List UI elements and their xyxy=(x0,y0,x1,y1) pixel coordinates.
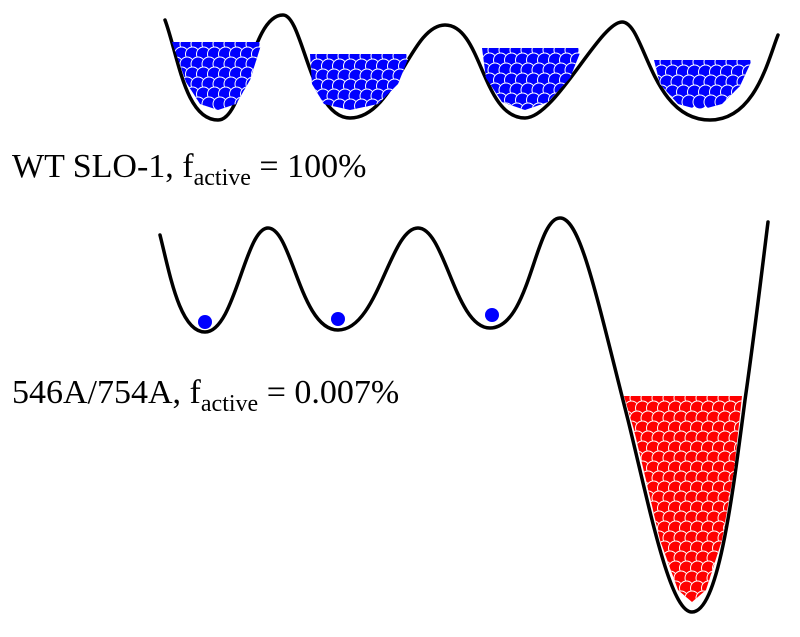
wt-well-4-conformers xyxy=(654,60,752,110)
mutant-label-suffix: = 0.007% xyxy=(258,374,399,411)
mutant-well-2-conformer xyxy=(331,312,345,326)
conformer-dot xyxy=(742,64,752,80)
conformer-dot xyxy=(172,96,184,110)
conformer-dot xyxy=(640,590,656,602)
conformer-dot xyxy=(640,530,656,546)
conformer-dot xyxy=(654,94,664,110)
conformer-dot xyxy=(629,590,645,602)
conformer-dot xyxy=(734,520,742,536)
conformer-dot xyxy=(728,510,742,526)
conformer-dot xyxy=(717,570,733,586)
conformer-dot xyxy=(172,76,184,92)
wt-label: WT SLO-1, factive = 100% xyxy=(12,148,366,191)
conformer-dot xyxy=(624,450,634,466)
conformer-dot xyxy=(624,570,634,586)
mutant-well-1-conformer xyxy=(198,315,212,329)
conformer-dot xyxy=(629,510,645,526)
conformer-dot xyxy=(734,580,742,596)
conformer-dot xyxy=(570,92,582,108)
conformer-dot xyxy=(728,570,742,586)
conformer-dot xyxy=(624,530,634,546)
wt-label-prefix: WT SLO-1, f xyxy=(12,148,194,185)
conformer-dot xyxy=(624,560,639,576)
conformer-dot xyxy=(234,96,250,110)
wt-label-subscript: active xyxy=(194,165,251,191)
conformer-dot xyxy=(728,590,742,602)
conformer-dot xyxy=(728,530,742,546)
conformer-dot xyxy=(310,98,325,110)
conformer-dot xyxy=(731,84,746,100)
conformer-dot xyxy=(635,560,650,576)
conformer-dot xyxy=(624,550,634,566)
conformer-dot xyxy=(398,98,410,110)
conformer-dot xyxy=(646,580,661,596)
conformer-dot xyxy=(651,570,667,586)
conformer-dot xyxy=(387,98,402,110)
conformer-dot xyxy=(723,560,738,576)
conformer-dot xyxy=(520,102,536,110)
conformer-dot xyxy=(624,590,634,602)
conformer-dot xyxy=(553,102,569,110)
conformer-dot xyxy=(624,520,639,536)
mutant-well-3-conformer xyxy=(485,308,499,322)
conformer-dot xyxy=(714,94,730,110)
conformer-dot xyxy=(240,86,255,102)
conformer-dot xyxy=(398,78,410,94)
conformer-dot xyxy=(381,88,397,104)
wt-panel: WT SLO-1, factive = 100% xyxy=(12,13,780,191)
conformer-dot xyxy=(624,480,639,496)
conformer-dot xyxy=(624,490,634,506)
conformer-dot xyxy=(723,580,738,596)
conformer-dot xyxy=(629,490,645,506)
conformer-dot xyxy=(651,590,667,602)
mutant-label-prefix: 546A/754A, f xyxy=(12,374,202,411)
mutant-energy-curve xyxy=(158,216,770,614)
conformer-dot xyxy=(251,66,262,82)
conformer-dot xyxy=(629,570,645,586)
conformer-dot xyxy=(564,102,580,110)
conformer-dot xyxy=(624,470,634,486)
wt-well-1-conformers xyxy=(172,42,262,110)
mutant-deep-well-conformers xyxy=(624,396,742,602)
conformer-dot xyxy=(734,540,742,556)
conformer-dot xyxy=(725,94,741,110)
conformer-dot xyxy=(392,88,408,104)
conformer-dot xyxy=(245,76,261,92)
conformer-dot xyxy=(624,510,634,526)
conformer-dot xyxy=(624,460,639,476)
conformer-dot xyxy=(684,590,700,602)
conformer-dot xyxy=(646,560,661,576)
conformer-dot xyxy=(624,500,639,516)
conformer-dot xyxy=(624,540,639,556)
wt-well-2-conformers xyxy=(310,54,410,110)
conformer-dot xyxy=(635,520,650,536)
conformer-dot xyxy=(482,102,492,110)
conformer-dot xyxy=(559,92,574,108)
conformer-dot xyxy=(717,590,733,602)
conformer-dot xyxy=(245,96,261,110)
conformer-dot xyxy=(734,560,742,576)
conformer-dot xyxy=(728,550,742,566)
mutant-label-subscript: active xyxy=(201,391,258,417)
conformer-dot xyxy=(310,88,320,104)
conformer-dot xyxy=(251,86,262,102)
conformer-dot xyxy=(640,550,656,566)
mutant-panel: 546A/754A, factive = 0.007% xyxy=(12,216,770,614)
conformer-dot xyxy=(629,550,645,566)
conformer-dot xyxy=(624,580,639,596)
conformer-dot xyxy=(629,530,645,546)
conformer-dot xyxy=(640,570,656,586)
conformer-dot xyxy=(734,500,742,516)
conformer-dot xyxy=(635,580,650,596)
conformer-dot xyxy=(734,480,742,496)
conformer-dot xyxy=(723,540,738,556)
conformer-dot xyxy=(635,540,650,556)
mutant-label: 546A/754A, factive = 0.007% xyxy=(12,374,399,417)
wt-label-suffix: = 100% xyxy=(251,148,367,185)
